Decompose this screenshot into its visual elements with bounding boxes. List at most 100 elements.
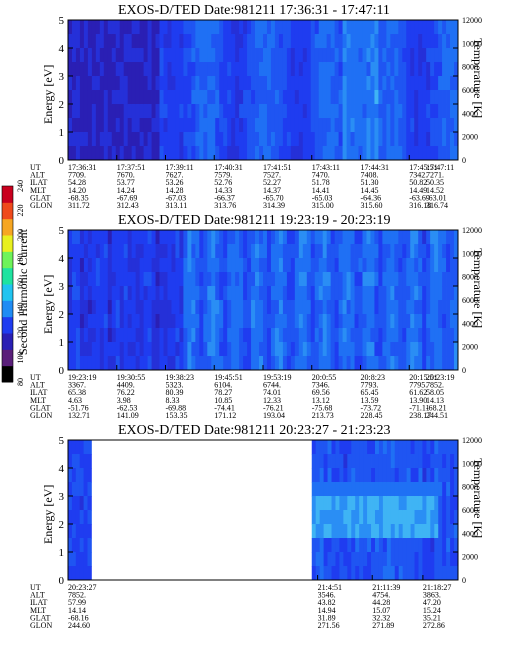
heatmap-cell xyxy=(191,48,196,63)
heatmap-cell xyxy=(362,328,367,343)
heatmap-cell xyxy=(179,356,184,371)
heatmap-cell xyxy=(175,300,180,315)
heatmap-cell xyxy=(119,34,125,49)
heatmap-cell xyxy=(398,48,403,63)
heatmap-cell xyxy=(179,300,184,315)
heatmap-cell xyxy=(446,62,451,77)
heatmap-cell xyxy=(175,104,180,119)
heatmap-cell xyxy=(371,510,376,525)
heatmap-cell xyxy=(247,20,252,35)
heatmap-cell xyxy=(227,34,232,49)
heatmap-cell xyxy=(371,454,376,469)
heatmap-cell xyxy=(418,272,423,287)
heatmap-cell xyxy=(446,566,451,581)
heatmap-cell xyxy=(355,468,360,483)
heatmap-cell xyxy=(207,314,212,329)
heatmap-cell xyxy=(306,118,312,133)
heatmap-cell xyxy=(350,62,355,77)
heatmap-cell xyxy=(239,258,244,273)
heatmap-cell xyxy=(274,272,280,287)
heatmap-cell xyxy=(426,524,431,539)
heatmap-cell xyxy=(147,20,152,35)
ytick-label: 0 xyxy=(59,575,65,587)
heatmap-cell xyxy=(187,356,192,371)
heatmap-cell xyxy=(410,146,415,161)
heatmap-cell xyxy=(143,104,148,119)
heatmap-cell xyxy=(71,496,77,511)
heatmap-cell xyxy=(318,62,324,77)
heatmap-cell xyxy=(446,76,451,91)
heatmap-cell xyxy=(418,34,423,49)
heatmap-cell xyxy=(175,244,180,259)
heatmap-cell xyxy=(450,510,455,525)
heatmap-cell xyxy=(414,104,419,119)
heatmap-cell xyxy=(171,328,176,343)
panel-1-orbit-table: UTALTILATMLTGLATGLON17:36:317709.54.2814… xyxy=(30,155,459,210)
heatmap-cell xyxy=(367,468,372,483)
heatmap-cell xyxy=(430,76,435,91)
heatmap-cell xyxy=(71,230,77,245)
heatmap-cell xyxy=(394,538,400,553)
heatmap-cell xyxy=(211,132,216,147)
heatmap-cell xyxy=(155,328,160,343)
heatmap-cell xyxy=(346,20,351,35)
orbit-value: 3546. xyxy=(318,591,336,600)
heatmap-cell xyxy=(386,482,392,497)
heatmap-cell xyxy=(323,566,328,581)
heatmap-cell xyxy=(231,20,236,35)
heatmap-cell xyxy=(143,272,148,287)
heatmap-cell xyxy=(354,328,359,343)
heatmap-cell xyxy=(438,62,443,77)
heatmap-cell xyxy=(322,146,328,161)
heatmap-cell xyxy=(115,342,121,357)
orbit-value: 14.13 xyxy=(426,396,444,405)
heatmap-cell xyxy=(370,20,375,35)
heatmap-cell xyxy=(354,20,359,35)
heatmap-cell xyxy=(99,132,105,147)
heatmap-cell xyxy=(366,90,371,105)
heatmap-cell xyxy=(139,62,145,77)
heatmap-cell xyxy=(195,356,200,371)
heatmap-cell xyxy=(346,62,351,77)
heatmap-cell xyxy=(450,552,455,567)
heatmap-cell xyxy=(294,104,300,119)
heatmap-cell xyxy=(163,244,168,259)
orbit-value: 17:43:11 xyxy=(312,163,340,172)
heatmap-cell xyxy=(438,482,443,497)
heatmap-cell xyxy=(358,90,363,105)
heatmap-cell xyxy=(362,146,367,161)
heatmap-cell xyxy=(430,356,435,371)
heatmap-cell xyxy=(359,552,364,567)
heatmap-cell xyxy=(394,454,400,469)
heatmap-cell xyxy=(402,440,408,455)
heatmap-cell xyxy=(251,90,256,105)
heatmap-cell xyxy=(91,48,97,63)
heatmap-cell xyxy=(334,258,340,273)
heatmap-cell xyxy=(219,76,224,91)
heatmap-cell xyxy=(434,76,439,91)
heatmap-cell xyxy=(338,62,343,77)
heatmap-cell xyxy=(215,300,220,315)
heatmap-cell xyxy=(314,272,320,287)
heatmap-cell xyxy=(334,272,340,287)
heatmap-cell xyxy=(155,48,160,63)
heatmap-cell xyxy=(338,356,343,371)
heatmap-cell xyxy=(163,76,168,91)
heatmap-cell xyxy=(247,244,252,259)
orbit-value: 313.11 xyxy=(166,201,188,210)
heatmap-cell xyxy=(290,272,296,287)
heatmap-cell xyxy=(374,468,380,483)
heatmap-cell xyxy=(366,244,371,259)
heatmap-cell xyxy=(195,286,200,301)
orbit-value: 69.56 xyxy=(312,388,330,397)
heatmap-cell xyxy=(107,328,113,343)
heatmap-cell xyxy=(330,146,336,161)
heatmap-cell xyxy=(151,328,156,343)
orbit-value: 19:38:23 xyxy=(166,373,194,382)
heatmap-cell xyxy=(351,566,356,581)
heatmap-cell xyxy=(330,76,336,91)
heatmap-cell xyxy=(418,62,423,77)
heatmap-cell xyxy=(298,118,304,133)
heatmap-cell xyxy=(370,342,375,357)
heatmap-cell xyxy=(274,62,280,77)
